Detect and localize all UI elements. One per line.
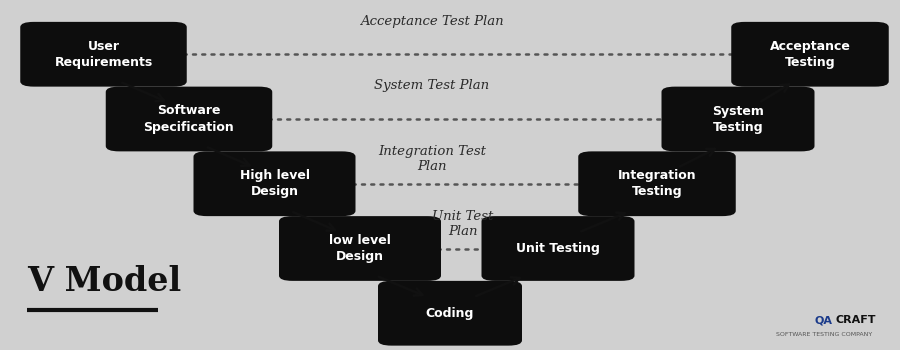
Text: V Model: V Model (27, 265, 181, 298)
FancyBboxPatch shape (279, 216, 441, 281)
Text: High level
Design: High level Design (239, 169, 310, 198)
Text: Coding: Coding (426, 307, 474, 320)
Text: SOFTWARE TESTING COMPANY: SOFTWARE TESTING COMPANY (777, 332, 872, 337)
Text: Integration Test
Plan: Integration Test Plan (378, 145, 486, 173)
FancyBboxPatch shape (578, 152, 735, 216)
Text: Acceptance Test Plan: Acceptance Test Plan (360, 14, 504, 28)
FancyBboxPatch shape (21, 22, 187, 87)
FancyBboxPatch shape (378, 281, 522, 346)
FancyBboxPatch shape (106, 87, 272, 151)
FancyBboxPatch shape (482, 216, 634, 281)
Text: Unit Test
Plan: Unit Test Plan (432, 210, 493, 238)
FancyBboxPatch shape (194, 152, 356, 216)
Text: Unit Testing: Unit Testing (516, 242, 600, 255)
Text: Software
Specification: Software Specification (144, 105, 234, 133)
Text: System
Testing: System Testing (712, 105, 764, 133)
Text: Integration
Testing: Integration Testing (617, 169, 697, 198)
FancyBboxPatch shape (662, 87, 814, 151)
Text: CRAFT: CRAFT (835, 315, 876, 325)
Text: Acceptance
Testing: Acceptance Testing (770, 40, 850, 69)
FancyBboxPatch shape (731, 22, 889, 87)
Text: low level
Design: low level Design (329, 234, 391, 263)
Text: User
Requirements: User Requirements (54, 40, 153, 69)
Text: QA: QA (814, 315, 832, 325)
Text: System Test Plan: System Test Plan (374, 79, 490, 92)
